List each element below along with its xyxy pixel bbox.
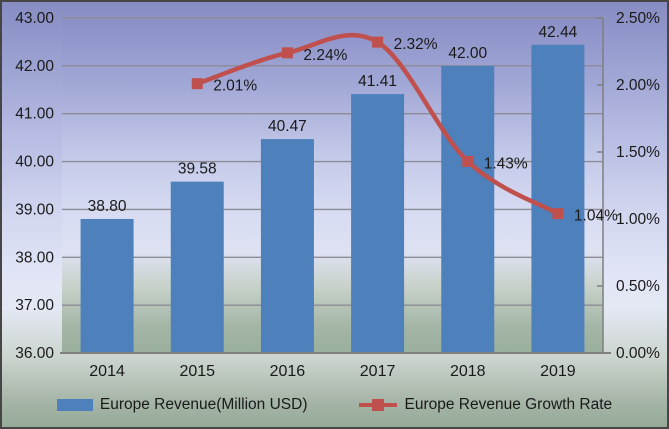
bar-2017 bbox=[351, 94, 405, 353]
right-axis-tick-label: 2.00% bbox=[616, 77, 660, 94]
right-axis-tick-label: 0.00% bbox=[616, 345, 660, 362]
left-axis-tick-label: 37.00 bbox=[15, 297, 54, 314]
legend-item-growth-rate: Europe Revenue Growth Rate bbox=[359, 396, 612, 414]
category-label-2019: 2019 bbox=[540, 363, 576, 380]
line-label-2018: 1.43% bbox=[484, 155, 528, 172]
bar-2018 bbox=[441, 65, 495, 353]
left-axis-tick-label: 38.00 bbox=[15, 249, 54, 266]
bar-label-2015: 39.58 bbox=[178, 161, 217, 178]
bar-label-2016: 40.47 bbox=[268, 118, 307, 135]
bar-label-2019: 42.44 bbox=[539, 24, 578, 41]
line-label-2016: 2.24% bbox=[303, 47, 347, 64]
left-axis-tick-label: 36.00 bbox=[15, 345, 54, 362]
bar-2014 bbox=[80, 219, 134, 353]
line-marker-2018 bbox=[462, 155, 474, 167]
left-axis-tick-label: 41.00 bbox=[15, 106, 54, 123]
bar-2015 bbox=[170, 181, 224, 353]
right-axis-tick-label: 0.50% bbox=[616, 278, 660, 295]
line-marker-2019 bbox=[552, 208, 564, 220]
right-axis-tick-label: 1.50% bbox=[616, 144, 660, 161]
line-label-2015: 2.01% bbox=[213, 78, 257, 95]
category-label-2018: 2018 bbox=[450, 363, 486, 380]
left-axis-tick-label: 43.00 bbox=[15, 10, 54, 27]
line-label-2019: 1.04% bbox=[574, 208, 618, 225]
line-label-2017: 2.32% bbox=[394, 36, 438, 53]
left-axis-tick-label: 39.00 bbox=[15, 201, 54, 218]
legend-item-revenue: Europe Revenue(Million USD) bbox=[56, 396, 308, 414]
left-axis-tick-label: 42.00 bbox=[15, 58, 54, 75]
legend-line-swatch-icon bbox=[359, 398, 398, 412]
line-marker-2016 bbox=[281, 47, 293, 59]
legend: Europe Revenue(Million USD) Europe Reven… bbox=[2, 396, 667, 414]
legend-label-growth-rate: Europe Revenue Growth Rate bbox=[404, 396, 613, 413]
category-label-2015: 2015 bbox=[179, 363, 215, 380]
left-axis-tick-label: 40.00 bbox=[15, 154, 54, 171]
bar-label-2014: 38.80 bbox=[88, 198, 127, 215]
legend-bar-swatch-icon bbox=[56, 399, 93, 411]
bar-2016 bbox=[260, 139, 314, 353]
right-axis-tick-label: 1.00% bbox=[616, 211, 660, 228]
category-label-2014: 2014 bbox=[89, 363, 125, 380]
line-marker-2017 bbox=[372, 36, 384, 48]
category-label-2016: 2016 bbox=[270, 363, 306, 380]
bar-label-2018: 42.00 bbox=[448, 45, 487, 62]
line-marker-2015 bbox=[191, 78, 203, 90]
bar-2019 bbox=[531, 44, 585, 354]
plot-background bbox=[62, 18, 603, 353]
right-axis-tick-label: 2.50% bbox=[616, 10, 660, 27]
category-label-2017: 2017 bbox=[360, 363, 396, 380]
bar-label-2017: 41.41 bbox=[358, 73, 397, 90]
legend-label-revenue: Europe Revenue(Million USD) bbox=[99, 396, 308, 413]
